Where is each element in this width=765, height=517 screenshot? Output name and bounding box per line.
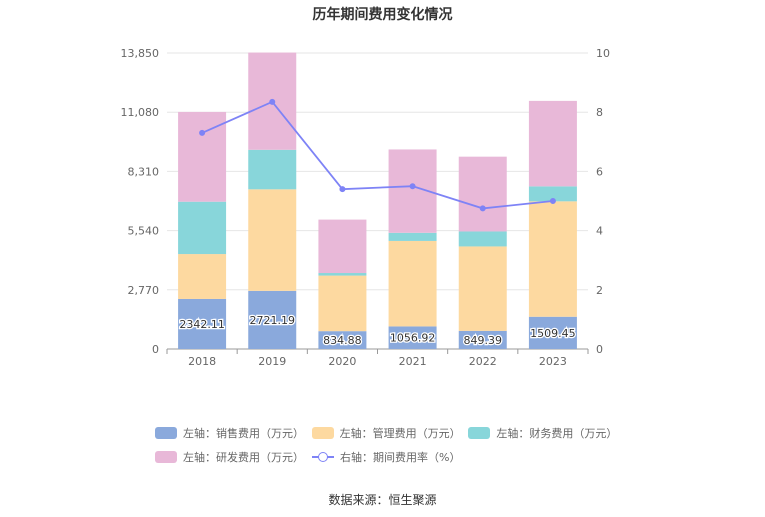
legend-swatch-sales: [155, 427, 177, 439]
legend-item-rate[interactable]: 右轴：期间费用率（%）: [312, 450, 469, 464]
legend: 左轴：销售费用（万元） 左轴：管理费用（万元） 左轴：财务费用（万元） 左轴：研…: [155, 426, 625, 474]
bar-segment: [458, 246, 507, 331]
rate-point: [549, 198, 556, 204]
bar-segment: [318, 273, 367, 276]
legend-swatch-admin: [311, 427, 334, 439]
bar-segment: [178, 298, 227, 349]
bar-segment: [528, 186, 577, 202]
y-right-tick-label: 4: [596, 225, 603, 238]
legend-label-admin: 左轴：管理费用（万元）: [339, 427, 461, 440]
axes: 0 0 2,770 2 5,540 4 8,310 6 11,080 8 13,850 10 2018 2…: [121, 47, 611, 368]
legend-label-finance: 左轴：财务费用（万元）: [496, 427, 618, 440]
x-tick-label: 2018: [188, 355, 216, 368]
bar-segment: [458, 156, 507, 232]
y-left-tick-label: 13,850: [121, 47, 160, 60]
bar-segment: [178, 111, 227, 202]
bar-value-label: 2721.19: [250, 314, 296, 327]
legend-item-finance[interactable]: 左轴：财务费用（万元）: [468, 426, 625, 440]
legend-label-rate: 右轴：期间费用率（%）: [340, 451, 461, 464]
bars: [178, 52, 577, 349]
y-right-tick-label: 10: [596, 47, 610, 60]
x-tick-label: 2020: [328, 355, 356, 368]
y-left-tick-label: 5,540: [128, 225, 160, 238]
grid-lines: [167, 52, 588, 350]
rate-point: [479, 205, 486, 212]
rate-point: [409, 183, 416, 190]
rate-line-path: [201, 100, 554, 210]
chart-title: 历年期间费用变化情况: [312, 7, 453, 23]
y-left-tick-label: 0: [152, 343, 159, 356]
x-tick-label: 2022: [469, 355, 497, 368]
bar-value-label: 2342.11: [179, 318, 225, 331]
rate-line: [199, 98, 556, 212]
y-right-tick-label: 0: [596, 343, 603, 356]
bar-segment: [178, 254, 227, 299]
bar-segment: [248, 149, 297, 190]
legend-item-admin[interactable]: 左轴：管理费用（万元）: [311, 426, 469, 440]
bar-segment: [178, 201, 227, 255]
bar-segment: [458, 330, 507, 349]
x-tick-label: 2019: [258, 355, 286, 368]
y-right-tick-label: 8: [596, 106, 603, 119]
y-left-tick-label: 11,080: [121, 106, 160, 119]
bar-segment: [388, 232, 437, 241]
y-right-tick-label: 2: [596, 284, 603, 297]
bar-segment: [388, 240, 437, 327]
legend-swatch-finance: [468, 427, 491, 439]
legend-swatch-rate: [312, 451, 334, 463]
legend-label-rnd: 左轴：研发费用（万元）: [183, 451, 304, 464]
x-tick-label: 2021: [399, 355, 427, 368]
bar-value-label: 1509.45: [530, 327, 576, 340]
bar-segment: [318, 275, 367, 332]
legend-item-sales[interactable]: 左轴：销售费用（万元）: [155, 426, 312, 440]
bar-segment: [528, 316, 577, 349]
y-left-tick-label: 8,310: [128, 165, 160, 178]
data-source: 数据来源：恒生聚源: [328, 493, 437, 507]
bar-segment: [528, 201, 577, 317]
legend-label-sales: 左轴：销售费用（万元）: [183, 427, 304, 440]
y-left-tick-label: 2,770: [128, 284, 160, 297]
legend-swatch-rnd: [155, 451, 177, 463]
rate-point: [339, 186, 346, 193]
bar-segment: [248, 189, 297, 291]
bar-segment: [528, 100, 577, 187]
bar-value-label: 834.88: [323, 334, 362, 347]
x-tick-label: 2023: [539, 355, 567, 368]
bar-segment: [458, 231, 507, 247]
legend-item-rnd[interactable]: 左轴：研发费用（万元）: [155, 450, 312, 464]
bar-segment: [388, 326, 437, 349]
rate-point: [269, 98, 276, 105]
y-right-tick-label: 6: [596, 165, 603, 178]
bar-labels: 2342.11 2721.19 834.88 1056.92 849.39 1509.45: [178, 313, 577, 349]
bar-segment: [318, 331, 367, 349]
rate-point: [199, 129, 206, 136]
bar-value-label: 849.39: [464, 334, 503, 347]
bar-segment: [248, 290, 297, 349]
bar-segment: [318, 219, 367, 274]
bar-value-label: 1056.92: [390, 332, 436, 345]
